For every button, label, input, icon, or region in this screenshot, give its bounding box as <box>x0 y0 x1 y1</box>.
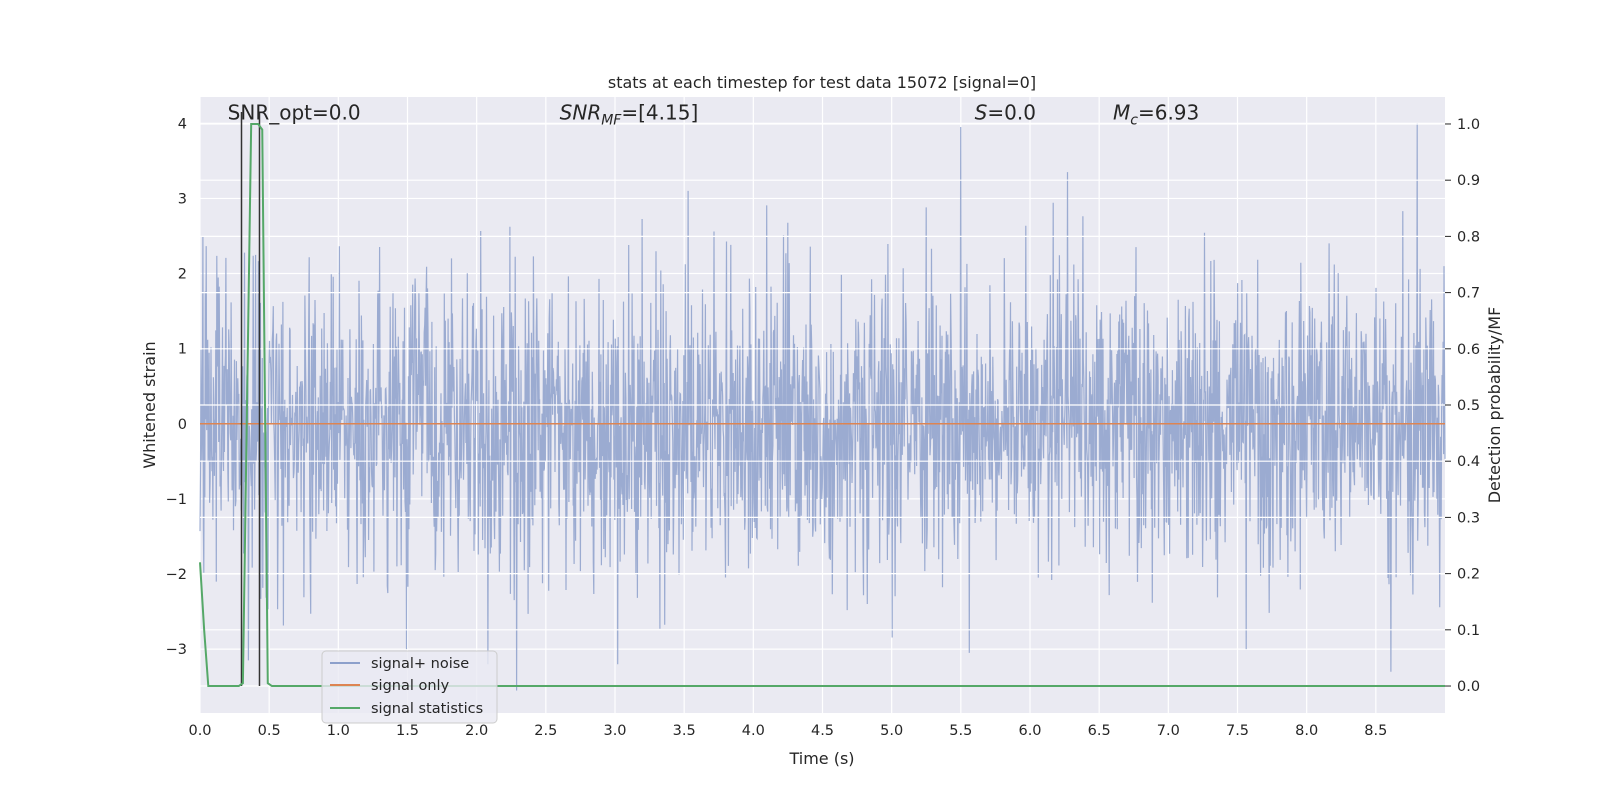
x-tick-label: 1.5 <box>396 723 419 739</box>
x-tick-label: 2.0 <box>465 723 488 739</box>
y2-axis-ticks: 0.0 0.1 0.2 0.3 0.4 0.5 0.6 0.7 0.8 0.9 1.0 <box>1445 117 1480 695</box>
y-tick-label: 0 <box>178 417 187 433</box>
annotation-snr-mf: SNRMF=[4.15] <box>560 101 699 129</box>
y-tick-label: 4 <box>178 116 187 132</box>
y-tick-label: −1 <box>166 492 187 508</box>
y2-tick-label: 0.4 <box>1457 454 1480 470</box>
x-tick-label: 6.0 <box>1018 723 1041 739</box>
x-tick-label: 7.5 <box>1226 723 1249 739</box>
y2-tick-label: 0.6 <box>1457 342 1480 358</box>
y-axis-label: Whitened strain <box>140 341 159 468</box>
series-signal-noise-line <box>199 123 1446 691</box>
annotation-snr-opt: SNR_opt=0.0 <box>228 101 361 125</box>
y2-tick-label: 1.0 <box>1457 117 1480 133</box>
y2-tick-label: 0.8 <box>1457 229 1480 245</box>
x-tick-label: 0.0 <box>188 723 211 739</box>
y-tick-label: 3 <box>178 191 187 207</box>
x-tick-label: 7.0 <box>1157 723 1180 739</box>
legend-label-signal-only: signal only <box>371 678 450 694</box>
y2-tick-label: 0.5 <box>1457 398 1480 414</box>
x-tick-label: 1.0 <box>327 723 350 739</box>
y2-tick-label: 0.9 <box>1457 173 1480 189</box>
annotations: SNR_opt=0.0 SNRMF=[4.15] S=0.0 Mc=6.93 <box>228 101 1200 129</box>
x-axis-label: Time (s) <box>788 749 854 768</box>
x-tick-label: 5.5 <box>949 723 972 739</box>
y2-tick-label: 0.7 <box>1457 286 1480 302</box>
x-tick-label: 3.5 <box>673 723 696 739</box>
x-tick-label: 3.0 <box>603 723 626 739</box>
lines-layer <box>199 112 1445 688</box>
y2-tick-label: 0.1 <box>1457 623 1480 639</box>
y2-axis-label: Detection probability/MF <box>1485 307 1504 504</box>
y-tick-label: 1 <box>178 342 187 358</box>
legend-label-signal-statistics: signal statistics <box>371 701 483 717</box>
x-tick-label: 0.5 <box>258 723 281 739</box>
x-tick-label: 4.5 <box>811 723 834 739</box>
x-axis-ticks: 0.0 0.5 1.0 1.5 2.0 2.5 3.0 3.5 4.0 4.5 5.0 5.5 6.0 6… <box>188 723 1387 739</box>
y-axis-ticks: −3 −2 −1 0 1 2 3 4 <box>166 116 187 658</box>
x-tick-label: 4.0 <box>742 723 765 739</box>
x-tick-label: 5.0 <box>880 723 903 739</box>
y2-tick-label: 0.2 <box>1457 567 1480 583</box>
x-tick-label: 2.5 <box>534 723 557 739</box>
legend-box <box>321 650 498 724</box>
x-tick-label: 8.0 <box>1295 723 1318 739</box>
x-tick-label: 6.5 <box>1088 723 1111 739</box>
y-tick-label: 2 <box>178 267 187 283</box>
y2-tick-label: 0.0 <box>1457 679 1480 695</box>
x-tick-label: 8.5 <box>1364 723 1387 739</box>
y2-tick-label: 0.3 <box>1457 510 1480 526</box>
series-signal-statistics-line <box>199 122 1445 688</box>
y-tick-label: −2 <box>166 567 187 583</box>
annotation-chirp-mass: Mc=6.93 <box>1113 101 1199 129</box>
y-tick-label: −3 <box>166 642 187 658</box>
legend: signal+ noise signal only signal statist… <box>321 650 498 724</box>
annotation-s-stat: S=0.0 <box>975 101 1036 125</box>
legend-label-signal-noise: signal+ noise <box>371 656 469 672</box>
signal-noise-series <box>199 123 1446 691</box>
chart-title: stats at each timestep for test data 150… <box>608 73 1036 92</box>
